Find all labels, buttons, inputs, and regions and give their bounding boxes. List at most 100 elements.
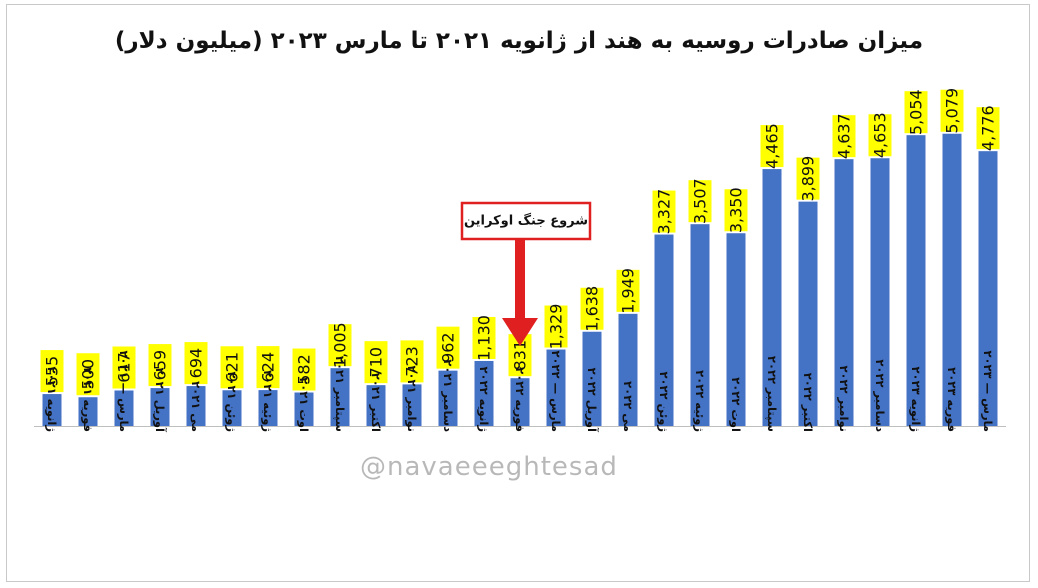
- annotation-arrow-head: [502, 318, 538, 346]
- data-label-bg: [616, 269, 640, 312]
- x-tick-label: فوریه ۲۰۲۲: [512, 367, 527, 432]
- data-label-bg: [184, 342, 208, 385]
- data-label-text: 624: [259, 352, 278, 383]
- data-label-text: 710: [367, 347, 386, 378]
- data-label: 1,949: [616, 268, 640, 314]
- data-label-bg: [40, 350, 64, 393]
- bar: [366, 385, 386, 426]
- x-tick-label: ژوئیه ۲۰۲۱: [260, 370, 275, 432]
- x-tick-label: آوریل ۲۰۲۱: [152, 368, 167, 433]
- data-label: 831: [508, 334, 532, 377]
- x-tick-label: سپتامبر ۲۰۲۲: [765, 356, 779, 432]
- data-label: 617: [112, 346, 136, 389]
- data-label: 1,130: [472, 315, 496, 361]
- data-label: 3,350: [724, 187, 748, 233]
- data-label-text: 5,054: [907, 89, 926, 135]
- x-tick-label: ژانویه ۲۰۲۱: [44, 367, 59, 432]
- data-label-text: 3,327: [655, 189, 674, 235]
- data-label: 710: [364, 341, 388, 384]
- data-label-text: 1,130: [475, 315, 494, 361]
- data-label-bg: [724, 189, 748, 232]
- watermark-handle: @navaeeeghtesad: [360, 452, 618, 482]
- data-label-bg: [868, 114, 892, 157]
- x-tick-label: اوت ۲۰۲۲: [728, 377, 743, 432]
- data-label: 1,638: [580, 286, 604, 332]
- x-tick-label: دسامبر ۲۰۲۱: [441, 359, 455, 432]
- bar: [78, 397, 98, 426]
- bar: [474, 360, 494, 426]
- x-tick-label: مارس — ۲۰۲۲: [549, 350, 563, 432]
- bar: [654, 234, 674, 426]
- x-tick-label: اکتبر ۲۰۲۱: [369, 373, 383, 432]
- bar: [510, 378, 530, 426]
- x-tick-label: آوریل ۲۰۲۲: [584, 368, 599, 433]
- data-label: 624: [256, 346, 280, 389]
- x-tick-label: دسامبر ۲۰۲۲: [873, 359, 887, 432]
- data-label: 4,776: [976, 105, 1000, 151]
- bar: [402, 384, 422, 426]
- data-label-bg: [580, 287, 604, 330]
- data-label-text: 4,465: [763, 123, 782, 169]
- data-label-text: 582: [295, 354, 314, 385]
- bar: [438, 370, 458, 426]
- data-label: 1,005: [328, 322, 352, 368]
- data-label-bg: [760, 125, 784, 168]
- data-label-bg: [292, 348, 316, 391]
- data-label: 5,079: [940, 88, 964, 134]
- data-label-bg: [832, 115, 856, 158]
- x-tick-label: می ۲۰۲۱: [189, 381, 203, 432]
- x-tick-label: ژوئن ۲۰۲۱: [224, 371, 239, 432]
- bar: [330, 368, 350, 426]
- x-axis: ژانویه ۲۰۲۱ فوریه ۲۰۲۱ مارس — ۲۰۲۱ آوریل ۲۰…: [34, 350, 1006, 433]
- x-tick-label: مارس — ۲۰۲۳: [981, 350, 995, 432]
- data-label-bg: [256, 346, 280, 389]
- data-label-bg: [148, 344, 172, 387]
- bar: [222, 390, 242, 426]
- x-tick-label: ژانویه ۲۰۲۲: [476, 367, 491, 432]
- data-label: 4,637: [832, 113, 856, 159]
- bar: [618, 313, 638, 426]
- data-label: 723: [400, 340, 424, 383]
- x-tick-label: می ۲۰۲۲: [621, 381, 635, 432]
- data-label: 4,653: [868, 112, 892, 158]
- bars-layer: [42, 133, 998, 427]
- x-tick-label: نوامبر ۲۰۲۱: [404, 365, 419, 432]
- data-label-text: 4,637: [835, 113, 854, 159]
- data-label: 659: [148, 344, 172, 387]
- data-label-text: 1,005: [331, 322, 350, 368]
- bar: [726, 233, 746, 426]
- data-label: 555: [40, 350, 64, 393]
- x-tick-label: اکتبر ۲۰۲۲: [801, 373, 815, 432]
- data-label: 621: [220, 346, 244, 389]
- data-label-text: 723: [403, 346, 422, 377]
- chart-title: میزان صادرات روسیه به هند از ژانویه ۲۰۲۱…: [114, 28, 924, 54]
- data-label-bg: [400, 340, 424, 383]
- x-tick-label: اوت ۲۰۲۱: [296, 377, 311, 432]
- bar: [294, 392, 314, 426]
- data-label-text: 1,329: [547, 304, 566, 350]
- data-label: 1,329: [544, 304, 568, 350]
- x-tick-label: ژوئن ۲۰۲۲: [656, 371, 671, 432]
- data-label: 500: [76, 353, 100, 396]
- data-label-bg: [112, 346, 136, 389]
- bar: [798, 201, 818, 426]
- bar: [42, 394, 62, 426]
- data-label-bg: [652, 190, 676, 233]
- data-label: 3,899: [796, 156, 820, 202]
- bar: [258, 390, 278, 426]
- x-tick-label: مارس — ۲۰۲۱: [117, 350, 131, 432]
- data-label-bg: [220, 346, 244, 389]
- data-label-text: 1,949: [619, 268, 638, 314]
- bar: [762, 169, 782, 427]
- bar: [582, 331, 602, 426]
- data-label-bg: [688, 180, 712, 223]
- data-label-bg: [940, 89, 964, 132]
- data-label-text: 3,350: [727, 187, 746, 233]
- data-label-text: 831: [511, 340, 530, 371]
- x-tick-label: فوریه ۲۰۲۳: [944, 367, 959, 432]
- bar: [690, 224, 710, 426]
- annotation: شروع جنگ اوکراین: [460, 201, 592, 346]
- value-labels-layer: 555 500 617 659 694 621 624 582 1,005 710 723 962 1,…: [40, 88, 1000, 396]
- x-tick-label: ژوئیه ۲۰۲۲: [692, 370, 707, 432]
